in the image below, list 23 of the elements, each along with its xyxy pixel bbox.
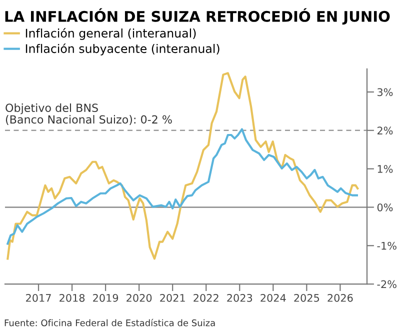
y-tick-label: 2% <box>377 126 393 134</box>
x-tick-label: 2020 <box>126 294 152 302</box>
y-tick-label: -1% <box>377 242 396 250</box>
line-series <box>6 72 359 260</box>
x-tick-label: 2018 <box>60 294 85 302</box>
x-tick-label: 2026 <box>328 294 353 302</box>
y-tick-label: 3% <box>378 88 393 96</box>
chart-title: LA INFLACIÓN DE SUIZA RETROCEDIÓ EN JUNIO <box>5 8 390 25</box>
y-tick-label: 0% <box>377 203 393 212</box>
legend-label: Inflación subyacente (interanual) <box>26 43 220 56</box>
x-tick-label: 2017 <box>26 294 51 302</box>
line-series <box>6 128 358 245</box>
legend-label: Inflación general (interanual) <box>26 28 196 40</box>
annotation: Objetivo del BNS (Banco Nacional Suizo): 0-2 % <box>6 103 172 125</box>
y-tick-label: -2% <box>377 280 396 288</box>
x-tick-label: 2023 <box>227 294 252 302</box>
x-tick-label: 2022 <box>194 294 218 302</box>
x-tick-label: 2024 <box>260 294 286 302</box>
y-tick-label: 1% <box>378 165 393 173</box>
x-tick-label: 2025 <box>294 294 320 302</box>
x-tick-label: 2019 <box>93 294 118 302</box>
source-note: Fuente: Oficina Federal de Estadística de Suiza <box>4 318 215 326</box>
x-tick-label: 2021 <box>160 294 185 302</box>
